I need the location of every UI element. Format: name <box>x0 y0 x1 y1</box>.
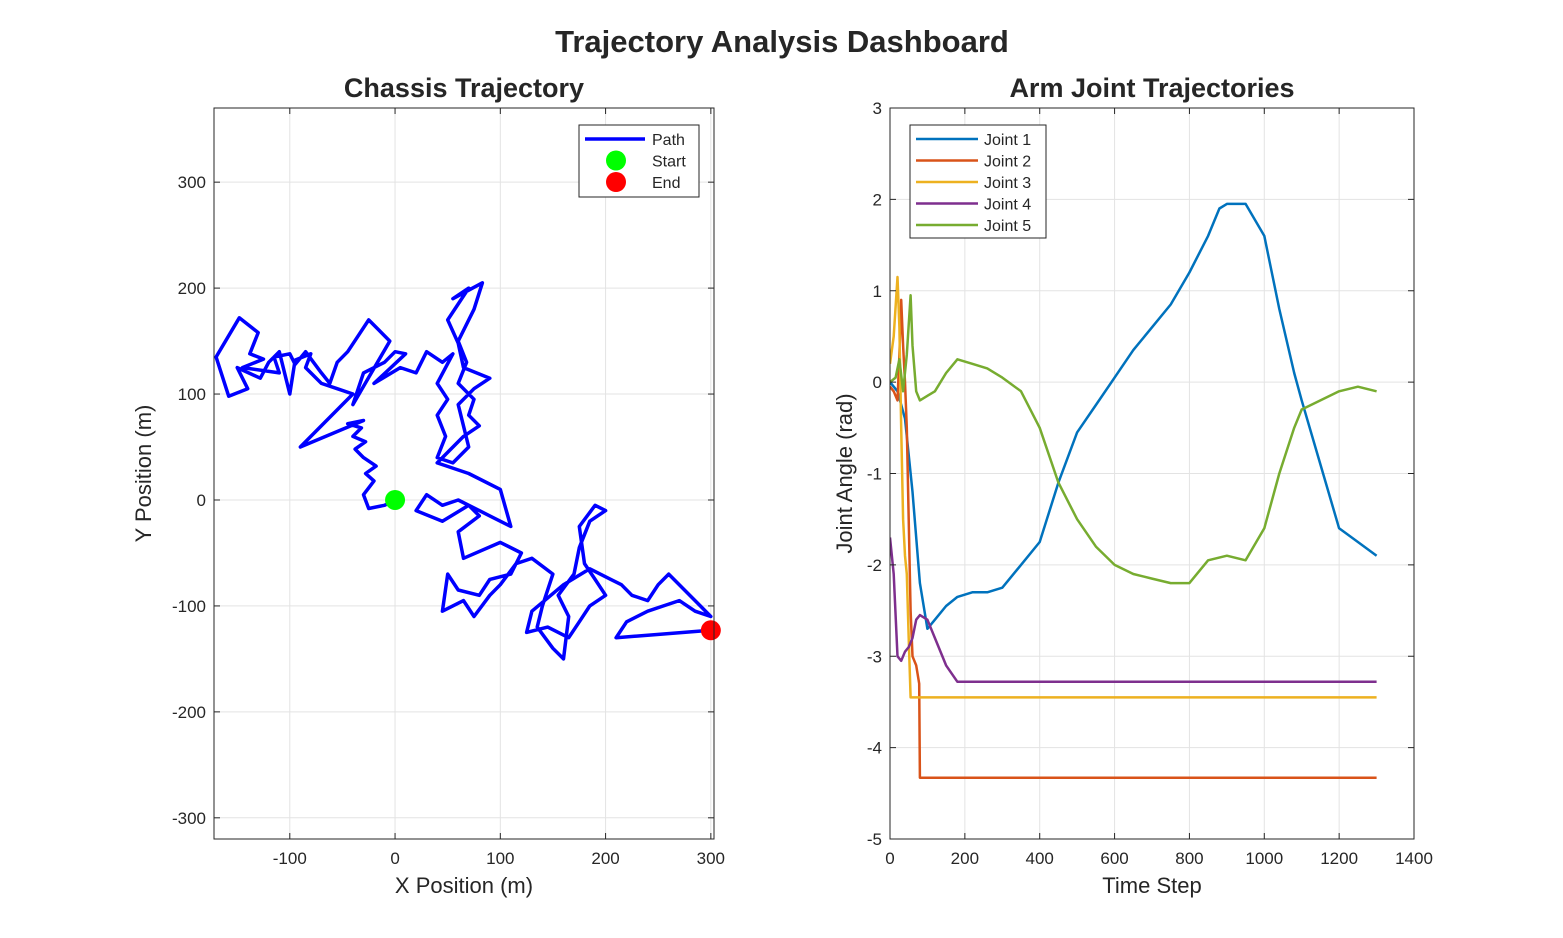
y-tick-label: 3 <box>873 99 882 118</box>
legend-box <box>578 124 700 198</box>
y-tick-label: 2 <box>873 190 882 209</box>
series-group <box>214 281 713 661</box>
y-tick-label: -5 <box>867 830 882 849</box>
y-tick-label: 0 <box>873 373 882 392</box>
legend-swatch-marker <box>606 150 626 171</box>
chassis-trajectory-chart: -100 0 100 200 300 -300 -200 -100 0 100 200 300 Chas… <box>131 73 725 898</box>
y-tick-label: 200 <box>178 279 206 298</box>
x-tick-label: 0 <box>390 849 399 868</box>
x-tick-label: 0 <box>885 849 894 868</box>
legend: Joint 1 Joint 2 Joint 3 Joint 4 Joint 5 <box>909 124 1047 239</box>
y-tick-label: -300 <box>172 809 206 828</box>
legend-swatch-marker <box>606 172 626 192</box>
x-tick-label: 100 <box>486 849 514 868</box>
arm-joint-trajectories-chart: 0 200 400 600 800 1000 1200 1400 -5 -4 -3 -2 -1 0 1 2 3 A… <box>832 73 1433 898</box>
y-tick-label: -1 <box>867 465 882 484</box>
x-tick-label: 1000 <box>1245 849 1283 868</box>
y-tick-label: -3 <box>867 647 882 666</box>
figure-title: Trajectory Analysis Dashboard <box>555 24 1009 59</box>
y-tick-label: 1 <box>873 282 882 301</box>
series-line-joint-5 <box>890 294 1377 585</box>
y-tick-label: 100 <box>178 385 206 404</box>
y-tick-label: -100 <box>172 597 206 616</box>
x-tick-label: 600 <box>1100 849 1128 868</box>
y-tick-label: 300 <box>178 173 206 192</box>
legend-label: Path <box>652 132 685 149</box>
x-tick-label: 300 <box>697 849 725 868</box>
legend-label: Start <box>652 154 686 171</box>
y-axis-label: Joint Angle (rad) <box>832 393 857 553</box>
series-line-joint-1 <box>890 202 1378 631</box>
marker-start <box>385 489 406 510</box>
series-line-path <box>214 281 713 661</box>
series-group <box>890 202 1378 780</box>
series-line-joint-3 <box>890 275 1377 699</box>
chart-title: Arm Joint Trajectories <box>1009 73 1294 103</box>
legend-label: Joint 1 <box>984 132 1031 149</box>
legend-label: End <box>652 175 680 192</box>
y-tick-label: -4 <box>867 739 882 758</box>
x-tick-label: 800 <box>1175 849 1203 868</box>
legend-label: Joint 2 <box>984 154 1031 171</box>
legend-label: Joint 4 <box>984 197 1031 214</box>
legend: Path Start End <box>578 124 700 198</box>
x-tick-label: 200 <box>591 849 619 868</box>
x-axis-label: X Position (m) <box>395 873 533 898</box>
y-tick-label: 0 <box>197 491 206 510</box>
y-tick-label: -200 <box>172 703 206 722</box>
series-line-joint-4 <box>890 537 1377 684</box>
legend-label: Joint 5 <box>984 218 1031 235</box>
axes-box <box>213 107 715 840</box>
x-axis-label: Time Step <box>1102 873 1201 898</box>
x-tick-label: 1400 <box>1395 849 1433 868</box>
legend-label: Joint 3 <box>984 175 1031 192</box>
x-tick-label: 1200 <box>1320 849 1358 868</box>
x-tick-label: 400 <box>1026 849 1054 868</box>
x-tick-label: 200 <box>951 849 979 868</box>
chart-title: Chassis Trajectory <box>344 73 584 103</box>
y-tick-label: -2 <box>867 556 882 575</box>
y-axis-label: Y Position (m) <box>131 405 156 543</box>
marker-end <box>700 620 721 641</box>
x-tick-label: -100 <box>273 849 307 868</box>
